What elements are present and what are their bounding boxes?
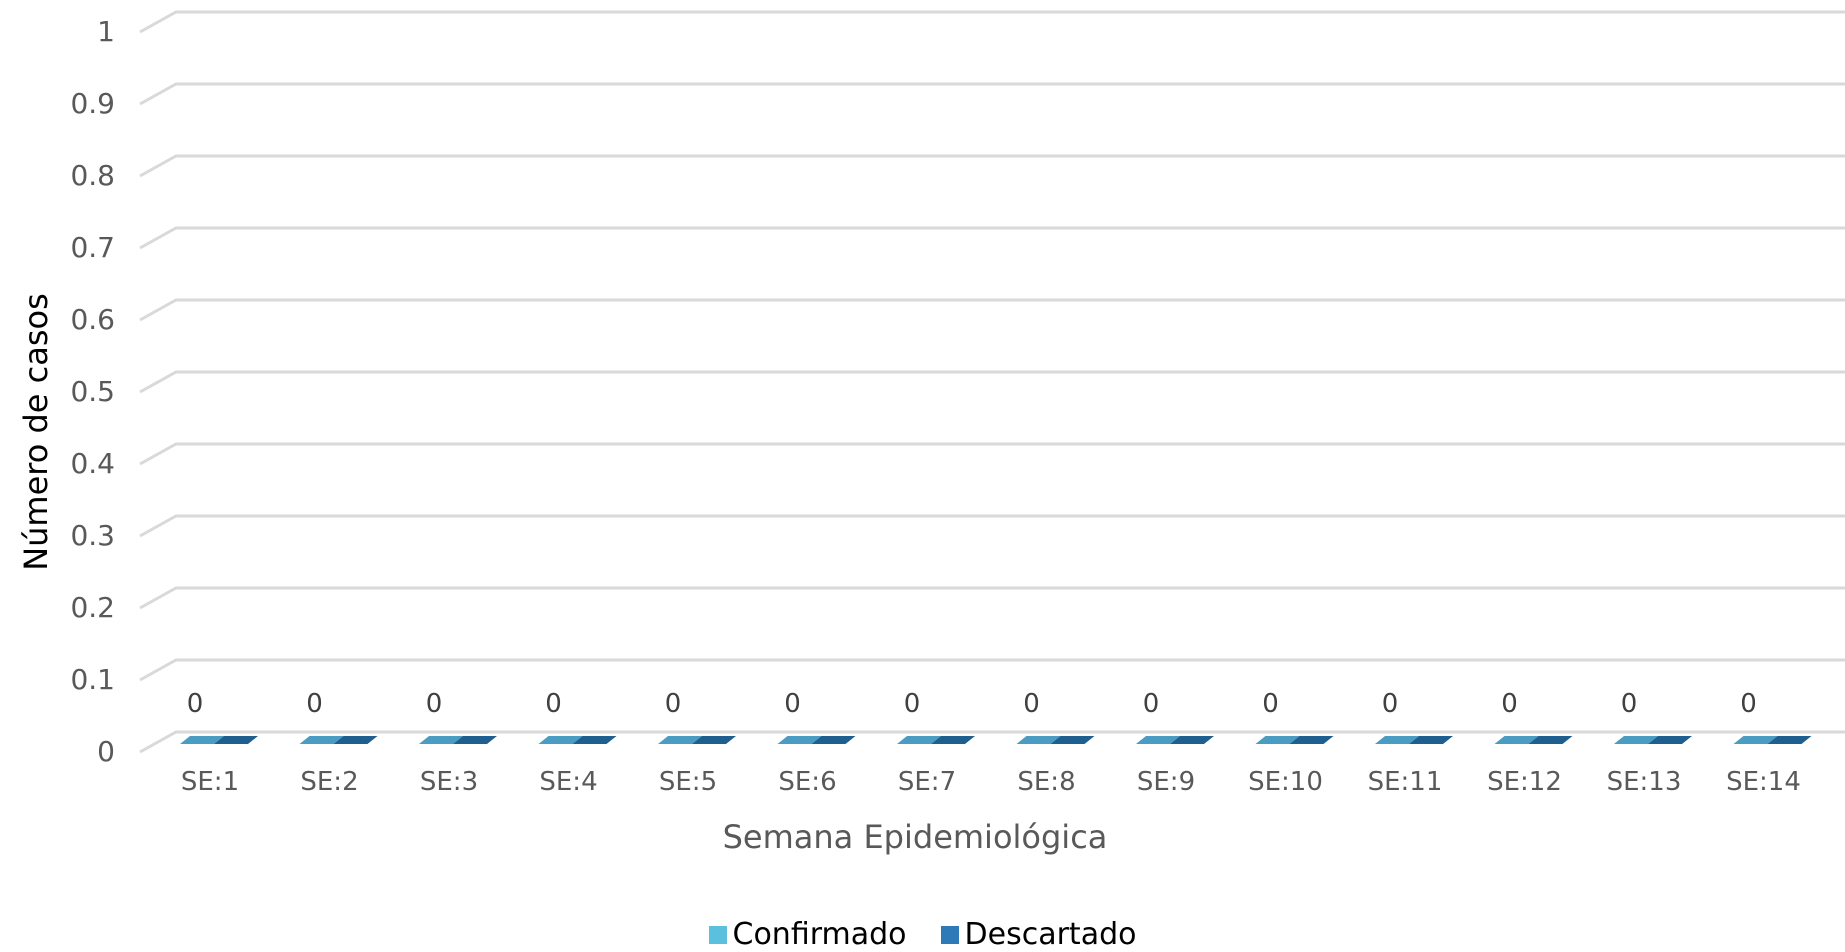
y-tick-label: 1 bbox=[97, 15, 115, 48]
data-label: 0 bbox=[904, 689, 921, 719]
bar-confirmado-se8 bbox=[1016, 736, 1061, 744]
x-category-label: SE:14 bbox=[1726, 767, 1801, 797]
bar-confirmado-se6 bbox=[777, 736, 822, 744]
x-category-label: SE:11 bbox=[1368, 767, 1443, 797]
legend-swatch-descartado bbox=[940, 925, 959, 944]
gridlines bbox=[139, 10, 1845, 754]
bar-confirmado-se3 bbox=[419, 736, 463, 744]
y-tick-label: 0.6 bbox=[70, 303, 115, 336]
data-label: 0 bbox=[1382, 689, 1399, 719]
y-tick-label: 0.4 bbox=[70, 447, 115, 480]
gridline-10 bbox=[139, 10, 1845, 34]
bar-confirmado-se1 bbox=[180, 736, 224, 744]
data-label: 0 bbox=[784, 689, 801, 719]
bar-confirmado-se12 bbox=[1494, 736, 1539, 744]
legend-item-confirmado: Confirmado bbox=[708, 917, 907, 952]
bar-confirmado-se14 bbox=[1733, 736, 1778, 744]
bar-confirmado-se7 bbox=[897, 736, 941, 744]
data-label: 0 bbox=[187, 689, 204, 719]
bar-descartado-se4 bbox=[572, 736, 617, 744]
data-label: 0 bbox=[426, 689, 443, 719]
legend-item-descartado: Descartado bbox=[940, 917, 1137, 952]
bar-descartado-se12 bbox=[1528, 736, 1573, 744]
x-category-label: SE:3 bbox=[420, 767, 478, 797]
bar-descartado-se8 bbox=[1050, 736, 1095, 744]
x-category-label: SE:4 bbox=[539, 767, 597, 797]
bar-descartado-se9 bbox=[1170, 736, 1214, 744]
x-category-label: SE:8 bbox=[1017, 767, 1075, 797]
gridline-0 bbox=[139, 730, 1845, 754]
y-tick-label: 0.8 bbox=[70, 159, 115, 192]
gridline-3 bbox=[139, 514, 1845, 538]
x-category-label: SE:12 bbox=[1487, 767, 1562, 797]
x-axis-title: Semana Epidemiológica bbox=[723, 818, 1108, 856]
bar-descartado-se3 bbox=[453, 736, 497, 744]
bar-confirmado-se13 bbox=[1614, 736, 1658, 744]
data-label: 0 bbox=[545, 689, 562, 719]
gridline-8 bbox=[139, 154, 1845, 178]
x-axis-categories: SE:1 SE:2 SE:3 SE:4 SE:5 SE:6 SE:7 SE:8 SE:9 SE:1… bbox=[181, 767, 1801, 797]
bar-descartado-se6 bbox=[811, 736, 856, 744]
bars bbox=[180, 736, 1812, 744]
y-axis-title: Número de casos bbox=[17, 293, 55, 571]
bar-descartado-se2 bbox=[333, 736, 378, 744]
legend-swatch-confirmado bbox=[708, 925, 727, 944]
data-label: 0 bbox=[1501, 689, 1518, 719]
data-label: 0 bbox=[1621, 689, 1638, 719]
x-category-label: SE:13 bbox=[1607, 767, 1682, 797]
bar-confirmado-se9 bbox=[1136, 736, 1180, 744]
gridline-2 bbox=[139, 586, 1845, 610]
bar-descartado-se13 bbox=[1648, 736, 1692, 744]
y-tick-label: 0.3 bbox=[70, 519, 115, 552]
gridline-4 bbox=[139, 442, 1845, 466]
y-tick-label: 0 bbox=[97, 735, 115, 768]
bar-descartado-se5 bbox=[692, 736, 736, 744]
bar-confirmado-se5 bbox=[658, 736, 702, 744]
legend-label-confirmado: Confirmado bbox=[732, 917, 907, 952]
bar-descartado-se11 bbox=[1409, 736, 1453, 744]
legend: Confirmado Descartado bbox=[0, 917, 1845, 952]
data-label: 0 bbox=[306, 689, 323, 719]
y-tick-label: 0.9 bbox=[70, 87, 115, 120]
data-label: 0 bbox=[1023, 689, 1040, 719]
data-label: 0 bbox=[1262, 689, 1279, 719]
x-category-label: SE:9 bbox=[1137, 767, 1195, 797]
data-label: 0 bbox=[1740, 689, 1757, 719]
gridline-5 bbox=[139, 370, 1845, 394]
x-category-label: SE:5 bbox=[659, 767, 717, 797]
y-tick-label: 0.5 bbox=[70, 375, 115, 408]
x-category-label: SE:10 bbox=[1248, 767, 1323, 797]
data-labels: 0 0 0 0 0 0 0 0 0 0 0 0 0 0 bbox=[187, 689, 1757, 719]
data-label: 0 bbox=[1143, 689, 1160, 719]
legend-label-descartado: Descartado bbox=[964, 917, 1137, 952]
data-label: 0 bbox=[665, 689, 682, 719]
gridline-1 bbox=[139, 658, 1845, 682]
x-category-label: SE:2 bbox=[300, 767, 358, 797]
gridline-7 bbox=[139, 226, 1845, 250]
bar-confirmado-se2 bbox=[299, 736, 344, 744]
bar-descartado-se14 bbox=[1767, 736, 1812, 744]
bar-confirmado-se11 bbox=[1375, 736, 1419, 744]
y-tick-label: 0.2 bbox=[70, 591, 115, 624]
bar-descartado-se10 bbox=[1289, 736, 1334, 744]
bar-descartado-se1 bbox=[214, 736, 258, 744]
y-tick-label: 0.1 bbox=[70, 663, 115, 696]
y-axis-ticks: 0 0.1 0.2 0.3 0.4 0.5 0.6 0.7 0.8 0.9 1 bbox=[70, 15, 115, 768]
x-category-label: SE:6 bbox=[778, 767, 836, 797]
bar-confirmado-se4 bbox=[538, 736, 583, 744]
x-category-label: SE:7 bbox=[898, 767, 956, 797]
gridline-9 bbox=[139, 82, 1845, 106]
x-category-label: SE:1 bbox=[181, 767, 239, 797]
bar-confirmado-se10 bbox=[1255, 736, 1300, 744]
gridline-6 bbox=[139, 298, 1845, 322]
bar-descartado-se7 bbox=[931, 736, 975, 744]
y-tick-label: 0.7 bbox=[70, 231, 115, 264]
